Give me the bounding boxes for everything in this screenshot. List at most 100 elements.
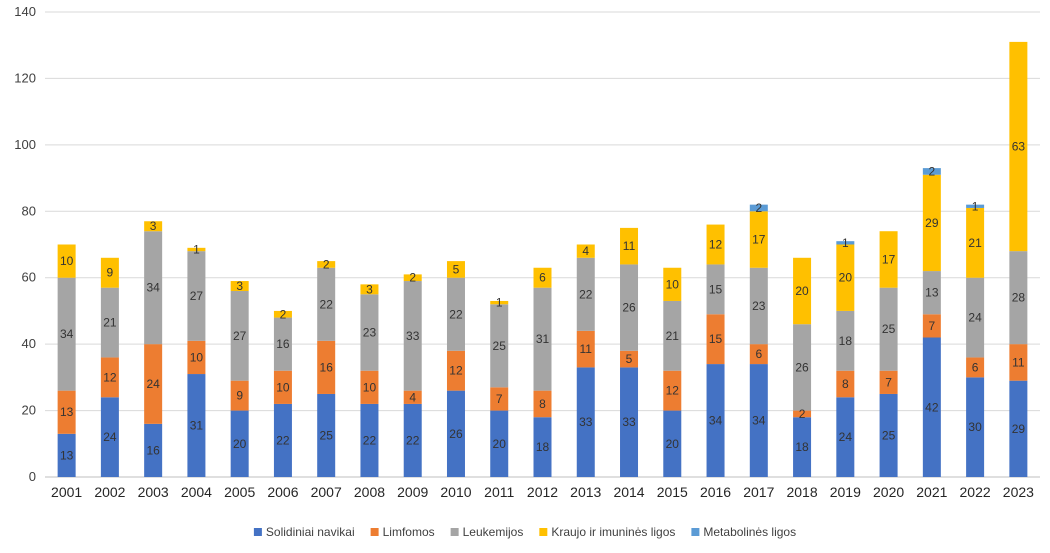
data-label: 10 — [276, 380, 290, 394]
data-label: 10 — [666, 277, 680, 291]
legend-label: Limfomos — [383, 525, 435, 539]
y-tick-label: 40 — [22, 336, 36, 351]
y-tick-label: 140 — [14, 4, 36, 19]
data-label: 15 — [709, 282, 723, 296]
data-label: 24 — [839, 430, 853, 444]
bar-segment — [749, 344, 768, 365]
bar-segment — [836, 244, 855, 311]
data-label: 7 — [929, 319, 936, 333]
bar-segment — [663, 370, 682, 411]
bar-segment — [663, 410, 682, 477]
data-label: 13 — [60, 405, 74, 419]
data-label: 17 — [752, 233, 766, 247]
bar-segment — [144, 423, 163, 477]
x-tick-label: 2020 — [873, 484, 904, 500]
bar-segment — [793, 257, 812, 325]
data-label: 24 — [103, 430, 117, 444]
data-label: 7 — [496, 392, 503, 406]
data-label: 24 — [968, 311, 982, 325]
data-label: 31 — [536, 332, 550, 346]
bar-segment — [879, 370, 898, 394]
bar-segment — [230, 410, 249, 477]
bar-segment — [749, 267, 768, 345]
bar-segment — [403, 281, 422, 391]
y-tick-label: 80 — [22, 203, 36, 218]
bar-segment — [230, 380, 249, 411]
data-label: 42 — [925, 400, 939, 414]
data-label: 2 — [409, 271, 416, 285]
bar-segment — [187, 251, 206, 341]
bar-segment — [836, 310, 855, 371]
bar-segment — [273, 317, 292, 371]
x-tick-label: 2004 — [181, 484, 212, 500]
x-tick-label: 2006 — [267, 484, 298, 500]
data-label: 34 — [709, 414, 723, 428]
data-label: 20 — [666, 437, 680, 451]
bar-segment — [706, 314, 725, 365]
bar-segment — [273, 403, 292, 477]
bar-segment — [706, 224, 725, 265]
bar-segment — [490, 300, 509, 305]
data-label: 34 — [60, 327, 74, 341]
bar-segment — [317, 340, 336, 394]
bar-segment — [57, 244, 76, 278]
data-label: 20 — [795, 284, 809, 298]
bar-segment — [446, 390, 465, 477]
data-label: 4 — [409, 390, 416, 404]
bar-segment — [576, 367, 595, 477]
x-tick-label: 2018 — [786, 484, 817, 500]
data-label: 7 — [885, 375, 892, 389]
x-tick-label: 2017 — [743, 484, 774, 500]
bar-segment — [663, 267, 682, 301]
data-label: 16 — [320, 360, 334, 374]
x-tick-label: 2016 — [700, 484, 731, 500]
data-label: 34 — [752, 414, 766, 428]
bar-segment — [922, 168, 941, 175]
data-label: 22 — [579, 287, 593, 301]
bar-segment — [144, 344, 163, 424]
data-label: 10 — [363, 380, 377, 394]
data-label: 12 — [103, 370, 117, 384]
bar-segment — [230, 291, 249, 381]
bar-segment — [360, 370, 379, 404]
data-label: 20 — [233, 437, 247, 451]
data-label: 3 — [150, 219, 157, 233]
data-label: 12 — [709, 238, 723, 252]
data-label: 22 — [449, 307, 463, 321]
bar-segment — [836, 370, 855, 398]
data-label: 20 — [839, 271, 853, 285]
data-label: 33 — [579, 415, 593, 429]
bar-segment — [879, 287, 898, 371]
data-label: 27 — [233, 329, 247, 343]
data-label: 2 — [323, 257, 330, 271]
data-label: 33 — [622, 415, 636, 429]
data-label: 15 — [709, 332, 723, 346]
x-tick-label: 2019 — [830, 484, 861, 500]
bar-segment — [922, 337, 941, 477]
bar-segment — [446, 350, 465, 391]
bar-segment — [187, 374, 206, 477]
y-tick-label: 20 — [22, 403, 36, 418]
data-label: 3 — [236, 279, 243, 293]
bar-segment — [273, 310, 292, 318]
data-label: 13 — [60, 448, 74, 462]
data-label: 25 — [882, 428, 896, 442]
bar-segment — [57, 277, 76, 391]
data-label: 22 — [276, 433, 290, 447]
data-label: 26 — [449, 427, 463, 441]
bar-segment — [360, 403, 379, 477]
bar-segment — [533, 267, 552, 288]
data-label: 18 — [795, 440, 809, 454]
x-tick-label: 2013 — [570, 484, 601, 500]
x-tick-label: 2012 — [527, 484, 558, 500]
y-tick-label: 0 — [29, 469, 36, 484]
bar-segment — [360, 284, 379, 295]
data-label: 21 — [103, 316, 117, 330]
legend-swatch — [539, 528, 548, 536]
data-label: 24 — [146, 377, 160, 391]
x-tick-label: 2015 — [657, 484, 688, 500]
bar-segment — [706, 364, 725, 477]
bar-segment — [576, 330, 595, 368]
data-label: 21 — [968, 236, 982, 250]
x-tick-label: 2014 — [613, 484, 644, 500]
